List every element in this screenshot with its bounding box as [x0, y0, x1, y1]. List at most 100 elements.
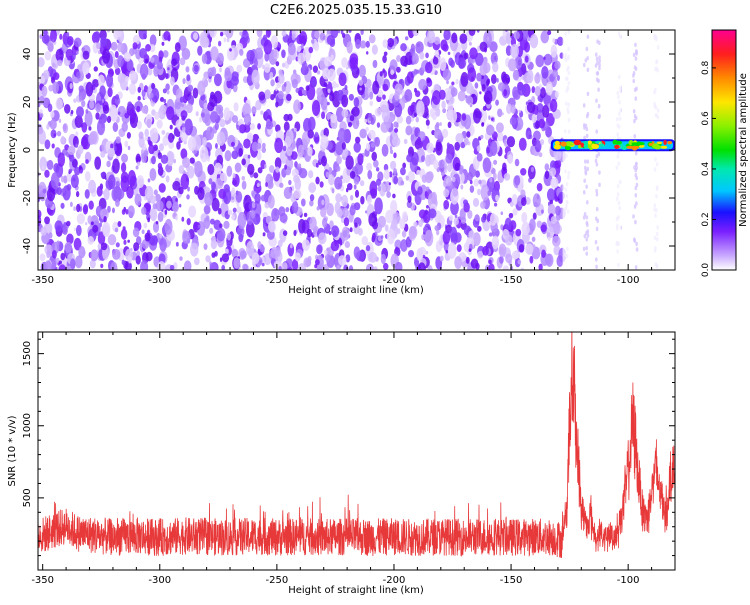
noise-blob [297, 163, 302, 169]
noise-blob [401, 230, 407, 238]
noise-blob [497, 82, 506, 92]
noise-blob [400, 43, 407, 52]
noise-blob [226, 47, 235, 61]
noise-blob [233, 102, 239, 112]
noise-blob [539, 73, 543, 79]
noise-blob [341, 94, 349, 108]
noise-streak [586, 56, 589, 61]
noise-blob [426, 30, 436, 44]
noise-blob [447, 51, 451, 55]
noise-blob [107, 147, 116, 158]
signal-hotspot [663, 139, 667, 146]
noise-blob [314, 131, 319, 138]
noise-blob [231, 150, 239, 160]
noise-blob [62, 123, 69, 134]
noise-streak [633, 204, 637, 209]
noise-blob [158, 183, 166, 193]
noise-blob [149, 168, 157, 181]
noise-blob [473, 178, 479, 187]
noise-blob [534, 85, 541, 97]
noise-blob [500, 211, 504, 216]
noise-blob [426, 77, 431, 84]
noise-blob [481, 216, 486, 223]
noise-blob [374, 197, 383, 215]
noise-blob [175, 241, 179, 247]
noise-blob [308, 182, 317, 194]
noise-blob [97, 243, 102, 250]
noise-blob [291, 200, 299, 214]
noise-blob [225, 248, 229, 254]
noise-streak [595, 264, 598, 270]
noise-blob [479, 41, 488, 52]
noise-blob [157, 162, 163, 170]
noise-streak [585, 237, 589, 242]
noise-blob [159, 238, 167, 252]
noise-blob [283, 121, 290, 132]
spectrogram-y-axis: -40 -20 0 20 40 [22, 29, 675, 271]
noise-blob [441, 100, 446, 110]
noise-blob [147, 178, 151, 183]
noise-blob [223, 184, 230, 193]
noise-blob [406, 200, 413, 209]
noise-blob [368, 112, 373, 122]
noise-blob [518, 244, 525, 253]
noise-blob [327, 174, 335, 186]
noise-blob [75, 191, 80, 198]
noise-blob [468, 41, 472, 46]
noise-blob [270, 35, 279, 49]
noise-blob [267, 194, 275, 209]
noise-blob [320, 130, 324, 138]
noise-blob [439, 240, 443, 246]
noise-blob [73, 237, 82, 251]
noise-blob [194, 257, 200, 266]
noise-blob [390, 69, 395, 76]
signal-hotspot [667, 141, 673, 145]
noise-blob [544, 170, 550, 180]
noise-blob [50, 110, 55, 118]
noise-blob [138, 131, 144, 140]
noise-blob [476, 188, 482, 196]
noise-blob [445, 31, 448, 36]
noise-blob [197, 45, 203, 56]
noise-blob [445, 153, 453, 164]
noise-blob [353, 176, 360, 185]
noise-blob [274, 137, 284, 154]
noise-blob [102, 221, 111, 238]
noise-blob [526, 101, 536, 114]
noise-blob [178, 165, 185, 174]
noise-blob [239, 250, 247, 260]
noise-blob [435, 107, 441, 117]
noise-blob [446, 142, 450, 149]
noise-blob [322, 217, 328, 228]
noise-blob [214, 265, 217, 270]
noise-streak [586, 34, 590, 39]
noise-blob [488, 263, 495, 270]
noise-streak [598, 55, 601, 60]
noise-blob [134, 193, 142, 206]
noise-blob [39, 253, 46, 262]
colorbar-tick-label: 0.4 [701, 162, 711, 177]
noise-blob [237, 211, 247, 230]
signal-hotspot [564, 145, 572, 151]
noise-blob [219, 257, 223, 262]
noise-blob [505, 253, 513, 264]
noise-blob [400, 180, 405, 186]
noise-blob [199, 146, 209, 163]
noise-blob [90, 249, 99, 262]
noise-blob [53, 133, 56, 137]
noise-blob [241, 180, 247, 190]
noise-blob [164, 218, 173, 235]
x-tick-label: -250 [266, 275, 289, 286]
noise-streak [583, 211, 587, 217]
noise-blob [477, 225, 482, 232]
noise-blob [166, 90, 170, 95]
noise-blob [76, 51, 79, 55]
noise-blob [281, 30, 287, 37]
noise-blob [249, 57, 254, 65]
noise-blob [439, 57, 447, 72]
noise-blob [461, 113, 467, 121]
noise-blob [245, 221, 255, 238]
noise-blob [478, 179, 482, 185]
noise-blob [202, 136, 208, 147]
noise-blob [544, 163, 550, 171]
